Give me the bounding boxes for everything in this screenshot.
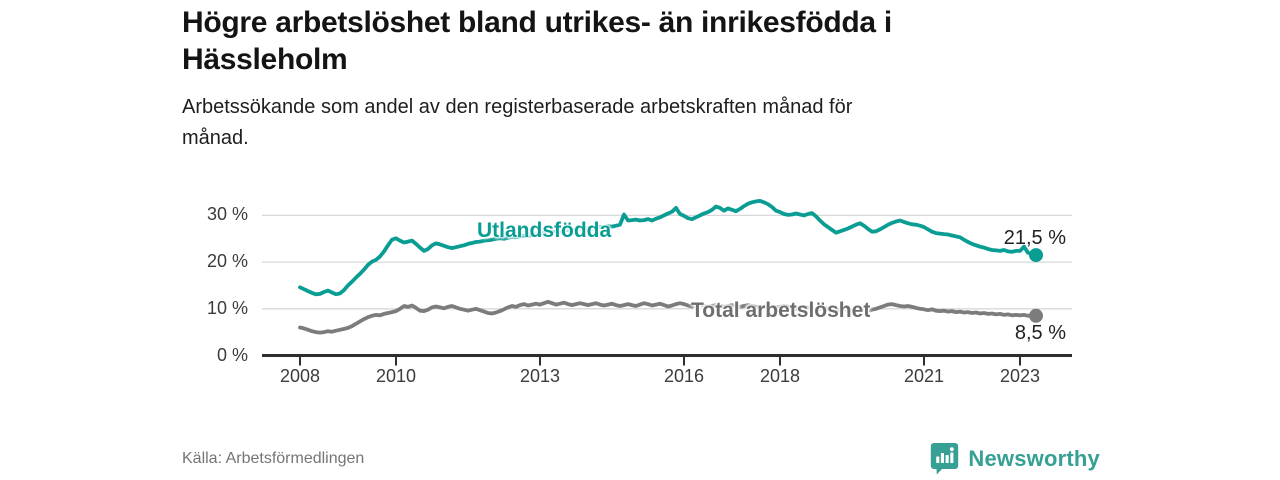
x-axis-label: 2023 — [999, 366, 1041, 386]
chart-title-line1: Högre arbetslöshet bland utrikes- än inr… — [182, 6, 892, 39]
y-axis-label: 30 % — [206, 204, 248, 225]
x-axis-label: 2013 — [519, 366, 561, 386]
newsworthy-logo-text: Newsworthy — [968, 445, 1100, 471]
chart-subtitle-line2: månad. — [182, 127, 249, 149]
chart-subtitle-line1: Arbetssökande som andel av den registerb… — [182, 96, 853, 118]
series-line-total — [298, 299, 1038, 335]
newsworthy-logo[interactable]: Newsworthy — [930, 442, 1100, 475]
x-axis-label: 2016 — [663, 366, 705, 386]
speech-bubble-chart-icon — [930, 442, 959, 475]
end-dot-total — [1029, 308, 1043, 323]
y-axis-label: 0 % — [216, 344, 248, 365]
end-dot-utlandsfodda — [1029, 248, 1043, 263]
x-axis-label: 2018 — [759, 366, 801, 386]
source-caption: Källa: Arbetsförmedlingen — [182, 450, 365, 467]
series-label-total-arbetsloshet: Total arbetslöshet — [691, 299, 871, 322]
series-line-utlandsfodda — [298, 198, 1038, 297]
x-axis-label: 2021 — [903, 366, 945, 386]
x-axis-label: 2008 — [279, 366, 321, 386]
end-value-utlandsfodda: 21,5 % — [1003, 227, 1066, 249]
y-axis-label: 20 % — [206, 251, 248, 272]
x-axis-label: 2010 — [375, 366, 417, 386]
series-label-utlandsfodda: Utlandsfödda — [477, 219, 612, 242]
chart-title: Högre arbetslöshet bland utrikes- än inr… — [182, 4, 1122, 78]
chart-title-line2: Hässleholm — [182, 43, 348, 76]
chart-subtitle: Arbetssökande som andel av den registerb… — [182, 92, 982, 154]
y-axis-label: 10 % — [206, 297, 248, 318]
end-value-total-arbetsloshet: 8,5 % — [1014, 322, 1066, 344]
